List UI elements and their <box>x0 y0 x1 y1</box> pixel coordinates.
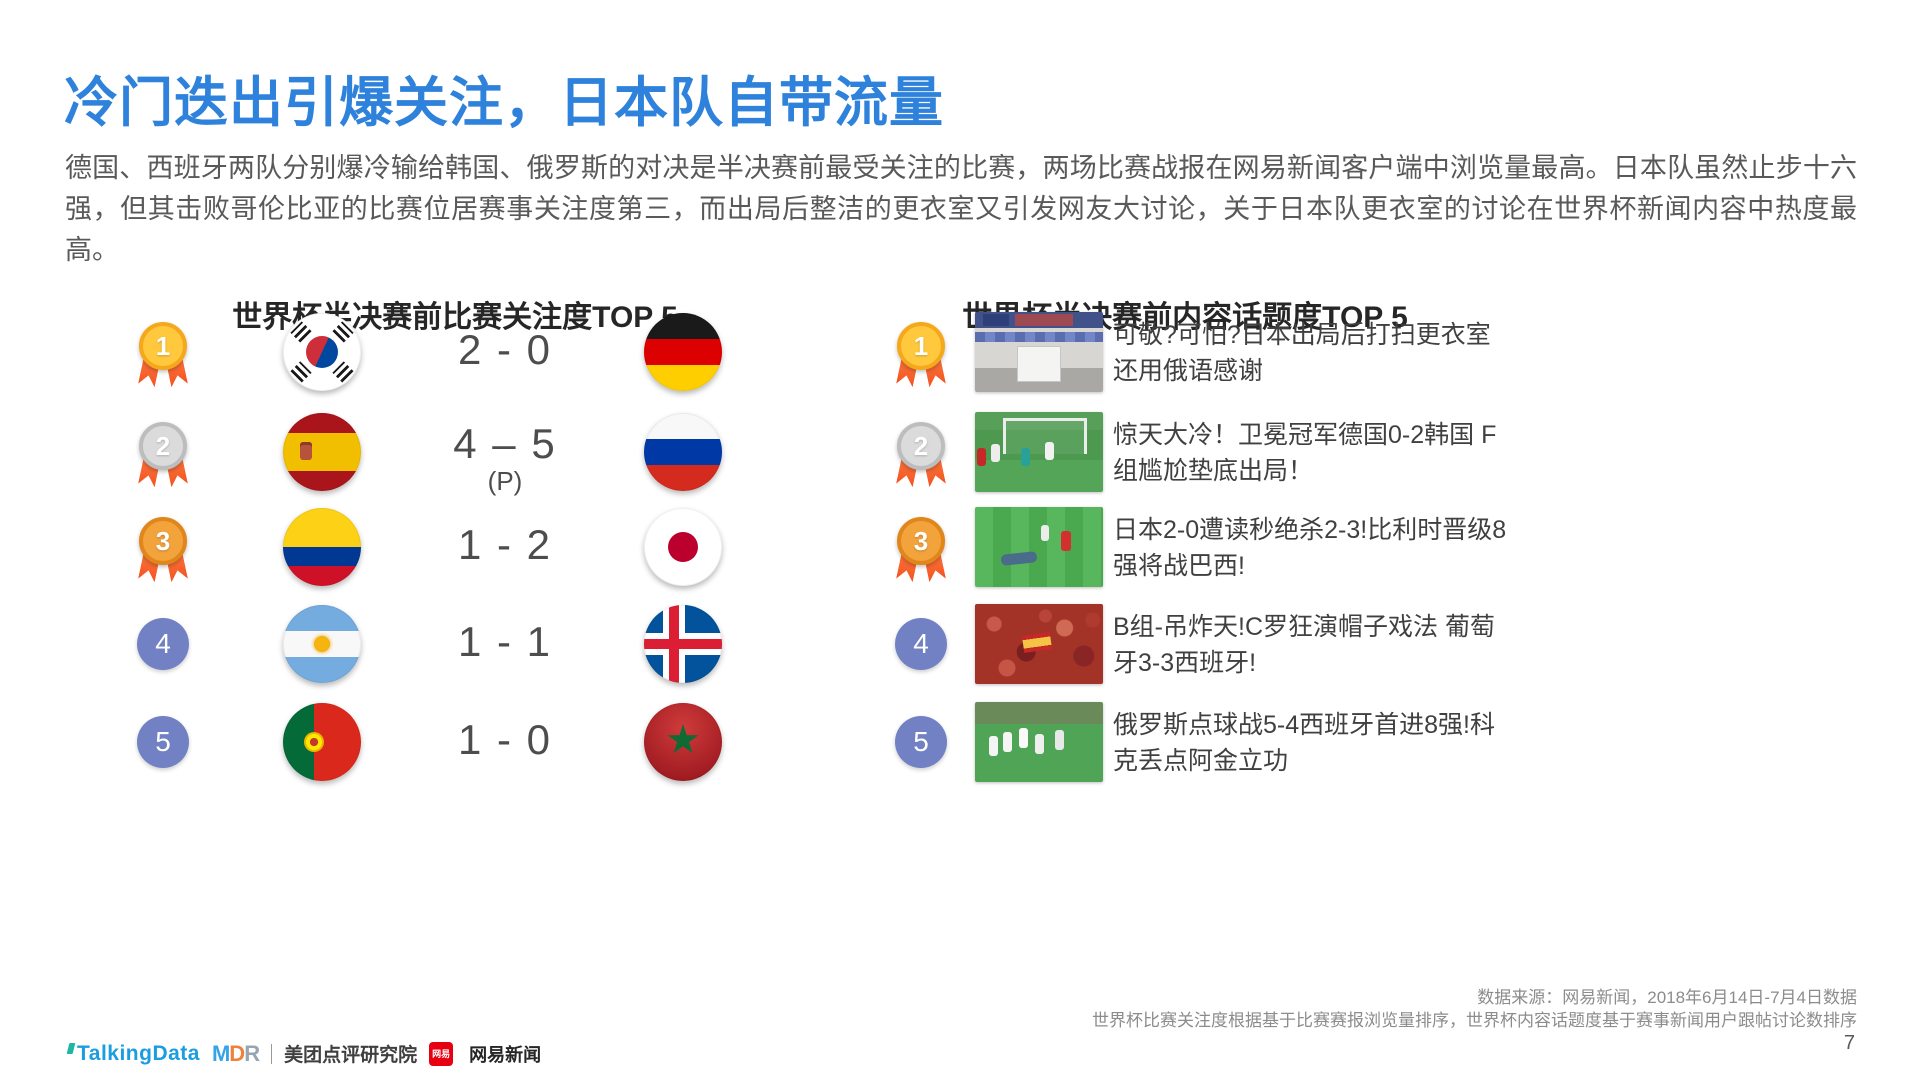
news-thumbnail-germany-korea <box>975 412 1103 492</box>
sun-of-may <box>314 636 330 652</box>
topic-rank-1-medal-icon: 1 <box>896 322 946 394</box>
thumbnail-detail <box>991 444 1000 462</box>
trigram <box>290 321 312 343</box>
south-korea-flag-icon <box>283 313 361 391</box>
rank-2-medal-icon: 2 <box>138 422 188 494</box>
thumbnail-detail <box>1021 448 1030 466</box>
rank-4-badge: 4 <box>137 618 189 670</box>
rank-3-medal-icon: 3 <box>138 517 188 589</box>
argentina-flag-icon <box>283 605 361 683</box>
thumbnail-detail <box>977 448 986 466</box>
rank-number: 1 <box>897 322 945 370</box>
portugal-flag-icon <box>283 703 361 781</box>
rank-number: 2 <box>139 422 187 470</box>
thumbnail-detail <box>1003 732 1012 752</box>
news-thumbnail-russia-celebration <box>975 702 1103 782</box>
news-thumbnail-fans <box>975 604 1103 684</box>
thumbnail-detail <box>1019 728 1028 748</box>
trigram <box>332 321 354 343</box>
rank-number: 1 <box>139 322 187 370</box>
trigram <box>290 361 312 383</box>
topic-rank-4-badge: 4 <box>895 618 947 670</box>
match-score: 1 - 1 <box>457 618 553 665</box>
news-thumbnail-japan-belgium <box>975 507 1103 587</box>
talkingdata-logo-text: TalkingData <box>77 1041 200 1065</box>
meituan-dianping-logo-text: 美团点评研究院 <box>284 1045 418 1066</box>
morocco-star-icon <box>644 717 722 763</box>
thumbnail-detail <box>1041 525 1049 541</box>
rank-number: 3 <box>139 517 187 565</box>
news-headline: 可敬?可怕?日本出局后打扫更衣室 还用俄语感谢 <box>1113 321 1491 385</box>
thumbnail-detail <box>1000 551 1038 566</box>
germany-flag-icon <box>644 313 722 391</box>
news-headline: 俄罗斯点球战5-4西班牙首进8强!科克丢点阿金立功 <box>1113 711 1495 775</box>
talkingdata-logo: TalkingData <box>66 1041 200 1066</box>
thumbnail-detail <box>1061 531 1071 551</box>
thumbnail-detail <box>983 314 1009 326</box>
footer-logos: TalkingData MDR 美团点评研究院 网易 网易新闻 <box>66 1040 542 1067</box>
portugal-emblem <box>304 732 324 752</box>
thumbnail-detail <box>1015 314 1073 326</box>
mdr-logo: MDR <box>211 1040 260 1067</box>
thumbnail-detail <box>1045 442 1054 460</box>
iceland-flag-icon <box>644 605 722 683</box>
news-headline: 惊天大冷！卫冕冠军德国0-2韩国 F组尴尬垫底出局！ <box>1113 421 1497 485</box>
netease-app-icon: 网易 <box>429 1041 454 1066</box>
mdr-letter-r: R <box>244 1040 260 1066</box>
match-score: 4 – 5 <box>453 420 557 467</box>
penalty-note: (P) <box>487 466 523 496</box>
match-score: 2 - 0 <box>457 326 553 373</box>
colombia-flag-icon <box>283 508 361 586</box>
rank-number: 2 <box>897 422 945 470</box>
thumbnail-detail <box>1035 734 1044 754</box>
match-score: 1 - 0 <box>457 716 553 763</box>
page-number: 7 <box>1843 1032 1855 1054</box>
topic-rank-3-medal-icon: 3 <box>896 517 946 589</box>
rank-number: 3 <box>897 517 945 565</box>
morocco-flag-icon <box>644 703 722 781</box>
japan-sun-disc <box>668 532 698 562</box>
japan-flag-icon <box>644 508 722 586</box>
match-score: 1 - 2 <box>457 521 553 568</box>
thumbnail-detail <box>1017 346 1061 382</box>
thumbnail-detail <box>975 332 1103 342</box>
talkingdata-tick-icon <box>66 1042 76 1054</box>
mdr-letter-m: M <box>211 1040 230 1066</box>
thumbnail-detail <box>1021 632 1053 653</box>
thumbnail-detail <box>989 736 998 756</box>
news-headline: 日本2-0遭读秒绝杀2-3!比利时晋级8强将战巴西! <box>1113 516 1507 580</box>
thumbnail-detail <box>1055 730 1064 750</box>
topic-rank-2-medal-icon: 2 <box>896 422 946 494</box>
spain-flag-icon <box>283 413 361 491</box>
page-title: 冷门迭出引爆关注，日本队自带流量 <box>64 73 944 133</box>
mdr-letter-d: D <box>229 1040 245 1066</box>
logo-divider <box>271 1043 273 1064</box>
data-source-line1: 数据来源：网易新闻，2018年6月14日-7月4日数据 <box>1477 988 1857 1007</box>
intro-paragraph: 德国、西班牙两队分别爆冷输给韩国、俄罗斯的对决是半决赛前最受关注的比赛，两场比赛… <box>65 153 1857 265</box>
netease-news-logo-text: 网易新闻 <box>469 1044 542 1065</box>
news-thumbnail-locker-room <box>975 312 1103 392</box>
data-source-note: 数据来源：网易新闻，2018年6月14日-7月4日数据 世界杯比赛关注度根据基于… <box>757 986 1857 1032</box>
topic-rank-5-badge: 5 <box>895 716 947 768</box>
russia-flag-icon <box>644 413 722 491</box>
trigram <box>332 361 354 383</box>
spain-crest <box>300 442 312 460</box>
data-source-line2: 世界杯比赛关注度根据基于比赛赛报浏览量排序，世界杯内容话题度基于赛事新闻用户跟帖… <box>1092 1011 1857 1030</box>
taegeuk-symbol <box>306 336 338 368</box>
rank-5-badge: 5 <box>137 716 189 768</box>
rank-1-medal-icon: 1 <box>138 322 188 394</box>
news-headline: B组-吊炸天!C罗狂演帽子戏法 葡萄牙3-3西班牙! <box>1113 613 1495 677</box>
